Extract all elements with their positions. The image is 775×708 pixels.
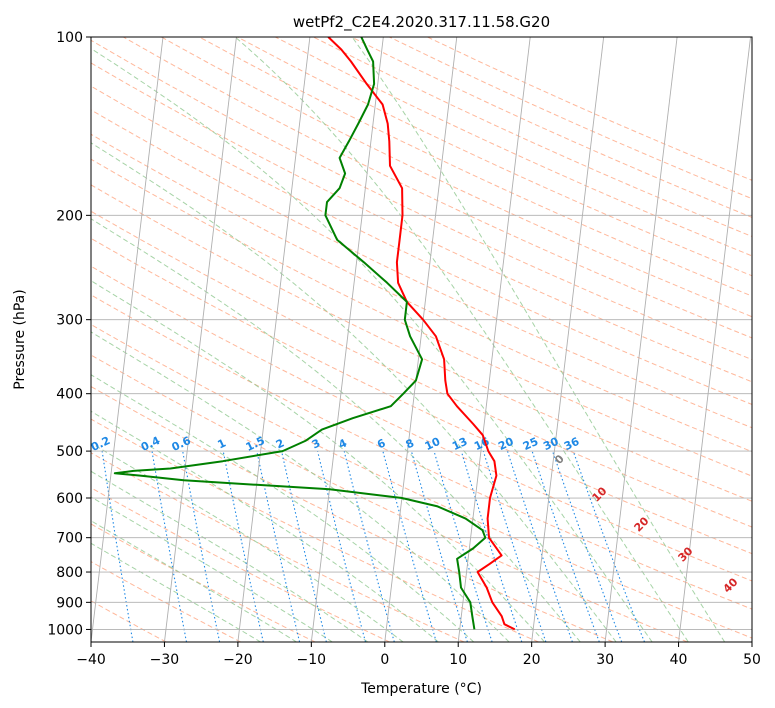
isotherm-line bbox=[752, 37, 775, 642]
x-tick-label: 50 bbox=[743, 652, 761, 668]
moist-adiabat-line bbox=[0, 37, 509, 642]
mixing-ratio-line bbox=[553, 451, 622, 642]
isotherm-line bbox=[605, 37, 677, 642]
x-tick-label: −40 bbox=[76, 652, 106, 668]
mixing-ratio-line bbox=[461, 451, 522, 642]
x-tick-label: 10 bbox=[449, 652, 467, 668]
moist-adiabat-label: 0 bbox=[552, 452, 567, 467]
dry-adiabat-line bbox=[0, 37, 464, 642]
y-tick-label: 700 bbox=[56, 531, 83, 547]
y-tick-label: 800 bbox=[56, 565, 83, 581]
x-tick-label: −30 bbox=[150, 652, 180, 668]
mixing-ratio-label: 30 bbox=[541, 435, 561, 453]
y-axis-ticks: 100 200 300 400 500 600 700 800 900 1000 bbox=[47, 30, 91, 638]
x-axis-ticks: −40 −30 −20 −10 0 10 20 30 40 50 bbox=[76, 642, 761, 668]
dry-adiabat-line bbox=[0, 37, 241, 642]
dry-adiabat-line bbox=[351, 37, 775, 642]
y-tick-label: 200 bbox=[56, 208, 83, 224]
dry-adiabat-line bbox=[237, 37, 775, 642]
moist-adiabat-label: 20 bbox=[632, 514, 652, 534]
moist-adiabat-line bbox=[235, 37, 688, 642]
plot-frame bbox=[91, 37, 752, 642]
mixing-ratio-label: 10 bbox=[423, 435, 443, 453]
x-tick-label: −20 bbox=[223, 652, 253, 668]
isotherm-line bbox=[311, 37, 383, 642]
mixing-ratio-label: 13 bbox=[450, 435, 469, 453]
mixing-ratio-line bbox=[282, 451, 327, 642]
x-axis-label: Temperature (°C) bbox=[360, 681, 482, 697]
y-tick-label: 500 bbox=[56, 444, 83, 460]
y-tick-label: 600 bbox=[56, 491, 83, 507]
isotherm-line bbox=[18, 37, 90, 642]
dry-adiabat-line bbox=[0, 37, 613, 642]
moist-adiabat-label: 10 bbox=[590, 484, 610, 504]
dry-adiabat-line bbox=[0, 37, 762, 642]
moist-adiabat-label: 30 bbox=[676, 544, 696, 564]
moist-adiabat-line bbox=[0, 37, 261, 642]
y-tick-label: 100 bbox=[56, 30, 83, 46]
dry-adiabat-line bbox=[9, 37, 775, 642]
moist-adiabat-line bbox=[0, 37, 474, 642]
dry-adiabat-line bbox=[85, 37, 775, 642]
moist-adiabat-line bbox=[73, 37, 652, 642]
dry-adiabat-line bbox=[427, 37, 775, 642]
mixing-ratio-label: 4 bbox=[337, 436, 350, 451]
y-tick-label: 1000 bbox=[47, 622, 83, 638]
x-tick-label: 20 bbox=[523, 652, 541, 668]
mixing-ratio-label: 25 bbox=[521, 435, 540, 453]
dry-adiabat-line bbox=[123, 37, 775, 642]
moist-adiabat-label: 40 bbox=[721, 575, 741, 595]
mixing-ratio-label: 36 bbox=[562, 435, 582, 453]
chart-title: wetPf2_C2E4.2020.317.11.58.G20 bbox=[293, 13, 550, 32]
x-tick-label: 40 bbox=[670, 652, 688, 668]
x-tick-label: 30 bbox=[596, 652, 614, 668]
isotherm-line bbox=[385, 37, 457, 642]
mixing-ratio-line bbox=[102, 451, 133, 642]
dry-adiabat-line bbox=[0, 37, 539, 642]
mixing-ratio-label: 20 bbox=[496, 435, 516, 453]
moist-adiabat-line bbox=[352, 37, 724, 642]
isotherm-line bbox=[91, 37, 163, 642]
y-tick-label: 900 bbox=[56, 595, 83, 611]
moist-adiabat-line bbox=[0, 37, 332, 642]
mixing-ratio-label: 3 bbox=[310, 436, 322, 451]
y-axis-label: Pressure (hPa) bbox=[12, 289, 28, 389]
mixing-ratio-line bbox=[483, 451, 546, 642]
y-tick-label: 300 bbox=[56, 313, 83, 329]
mixing-ratio-line bbox=[411, 451, 467, 642]
dry-adiabat-line bbox=[389, 37, 775, 642]
dry-adiabat-line bbox=[275, 37, 775, 642]
x-tick-label: −10 bbox=[297, 652, 327, 668]
moist-adiabat-line bbox=[0, 37, 545, 642]
y-tick-label: 400 bbox=[56, 387, 83, 403]
dewpoint-line bbox=[115, 37, 486, 629]
x-tick-label: 0 bbox=[380, 652, 389, 668]
moist-adiabat-line bbox=[0, 37, 616, 642]
dry-adiabat-line bbox=[0, 37, 315, 642]
moist-adiabat-line bbox=[0, 37, 297, 642]
mixing-ratio-label: 1 bbox=[216, 436, 228, 451]
mixing-ratio-line bbox=[434, 451, 492, 642]
moist-adiabat-line bbox=[0, 37, 368, 642]
moist-adiabat-line bbox=[0, 37, 580, 642]
mixing-ratio-line bbox=[383, 451, 437, 642]
